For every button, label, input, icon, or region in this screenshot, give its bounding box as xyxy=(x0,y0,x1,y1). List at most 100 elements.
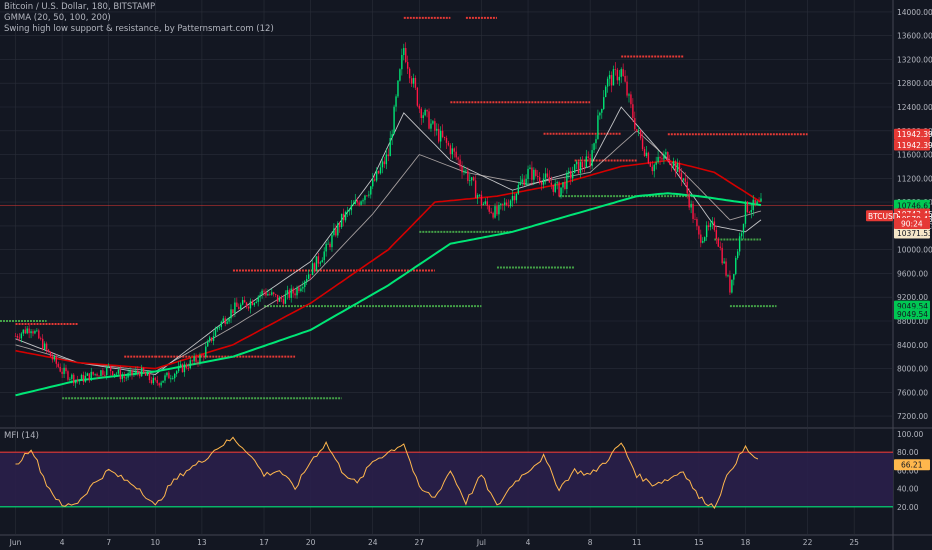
candle-body xyxy=(144,372,147,376)
candle-body xyxy=(82,374,85,382)
candle-body xyxy=(620,69,622,77)
candle-body xyxy=(327,243,329,245)
candle-body xyxy=(261,290,263,295)
price-tick-label: 9200.00 xyxy=(897,293,928,302)
price-tick-label: 7600.00 xyxy=(897,388,928,397)
candle-body xyxy=(36,330,38,332)
candle-body xyxy=(263,290,265,292)
candle-body xyxy=(185,364,188,368)
candle-body xyxy=(537,175,539,178)
price-tick-label: 9600.00 xyxy=(897,269,928,278)
candle-body xyxy=(406,62,409,69)
time-tick-label: 4 xyxy=(60,538,65,547)
mfi-tick-label: 100.00 xyxy=(897,430,923,439)
candle-body xyxy=(203,355,205,357)
candle-body xyxy=(146,372,149,376)
candle-body xyxy=(659,157,661,159)
candle-body xyxy=(280,297,283,300)
mfi-value-tag-label: 66.21 xyxy=(901,461,923,470)
candle-body xyxy=(88,373,90,381)
price-tick-label: 8000.00 xyxy=(897,365,928,374)
candle-body xyxy=(377,170,380,174)
candle-body xyxy=(665,152,667,155)
candle-body xyxy=(65,367,67,372)
candle-body xyxy=(251,301,254,306)
candle-body xyxy=(228,318,230,322)
candle-body xyxy=(222,318,224,322)
candle-body xyxy=(738,236,741,252)
candle-body xyxy=(399,69,401,81)
candle-body xyxy=(175,371,178,374)
candle-body xyxy=(32,331,34,334)
candle-body xyxy=(189,360,191,369)
candle-body xyxy=(181,364,184,373)
candle-body xyxy=(451,148,454,155)
candle-body xyxy=(294,293,296,296)
candle-body xyxy=(317,256,320,264)
candle-body xyxy=(527,168,529,179)
candle-body xyxy=(34,330,36,334)
candle-body xyxy=(333,228,335,236)
price-tag xyxy=(894,128,930,140)
candle-body xyxy=(14,335,17,337)
candle-body xyxy=(525,178,527,186)
candle-body xyxy=(694,218,696,220)
candle-body xyxy=(469,180,471,182)
candle-body xyxy=(618,76,620,81)
candle-body xyxy=(445,137,448,143)
candle-body xyxy=(123,376,125,378)
support-resistance-layer xyxy=(0,16,893,400)
candle-body xyxy=(22,329,24,334)
candle-body xyxy=(166,372,168,376)
candle-body xyxy=(366,195,368,197)
candle-body xyxy=(735,257,737,275)
candle-body xyxy=(296,287,298,296)
legend-gmma[interactable]: GMMA (20, 50, 100, 200) xyxy=(4,13,111,23)
time-tick-label: 25 xyxy=(849,538,859,547)
candle-body xyxy=(760,198,762,202)
candle-body xyxy=(121,376,124,380)
candle-body xyxy=(490,211,492,213)
time-tick-label: 13 xyxy=(197,538,207,547)
candle-body xyxy=(284,294,287,304)
candle-body xyxy=(360,201,362,205)
candle-body xyxy=(637,130,640,132)
candle-body xyxy=(131,370,133,376)
candle-body xyxy=(540,182,543,185)
candle-body xyxy=(589,157,591,166)
price-tick-label: 8400.00 xyxy=(897,341,928,350)
candle-body xyxy=(480,194,483,206)
candle-body xyxy=(115,373,118,375)
legend-symbol[interactable]: Bitcoin / U.S. Dollar, 180, BITSTAMP xyxy=(4,2,156,12)
candle-body xyxy=(692,203,694,219)
candle-body xyxy=(73,374,75,384)
candle-body xyxy=(197,361,199,363)
candle-body xyxy=(340,213,343,228)
candle-body xyxy=(207,341,209,347)
candle-body xyxy=(657,157,659,163)
candle-body xyxy=(669,160,671,165)
candle-body xyxy=(405,48,407,63)
gmma-line xyxy=(15,130,762,372)
time-tick-label: Jul xyxy=(476,538,486,547)
legend-swing-sr[interactable]: Swing high low support & resistance, by … xyxy=(4,24,274,34)
candle-body xyxy=(709,223,712,227)
candle-body xyxy=(267,293,269,296)
candle-body xyxy=(420,108,422,118)
legend-mfi[interactable]: MFI (14) xyxy=(4,431,39,441)
gmma-line xyxy=(15,159,762,370)
candle-body xyxy=(488,205,490,212)
candle-body xyxy=(599,112,601,116)
candle-body xyxy=(372,179,374,187)
price-tag xyxy=(894,199,930,211)
time-tick-label: 15 xyxy=(694,538,704,547)
candle-body xyxy=(474,180,477,198)
candle-body xyxy=(109,366,112,372)
candle-body xyxy=(63,367,65,374)
price-tag-label: 9049.54 xyxy=(897,302,928,311)
candle-body xyxy=(226,321,228,324)
candle-body xyxy=(342,213,345,221)
candle-body xyxy=(199,355,201,363)
candle-body xyxy=(554,183,556,192)
